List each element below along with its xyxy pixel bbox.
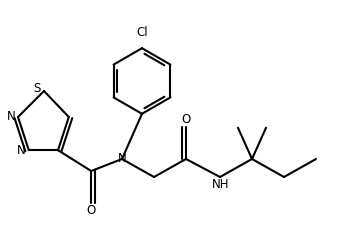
Text: O: O <box>87 204 96 217</box>
Text: S: S <box>33 83 40 95</box>
Text: N: N <box>118 153 126 165</box>
Text: N: N <box>17 144 26 158</box>
Text: NH: NH <box>212 178 230 192</box>
Text: Cl: Cl <box>136 26 148 40</box>
Text: N: N <box>6 110 15 123</box>
Text: O: O <box>181 113 191 126</box>
